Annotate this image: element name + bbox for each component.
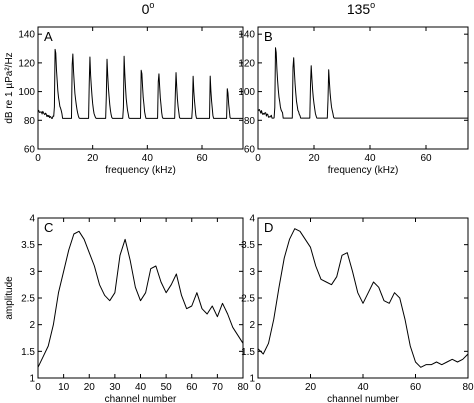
plot-frame [37, 217, 244, 379]
y-tick-label: 140 [18, 30, 35, 41]
y-tick-label: 2.5 [21, 294, 35, 305]
plot-frame [257, 26, 469, 150]
y-tick-label: 120 [18, 58, 35, 69]
x-tick-label: 50 [161, 382, 173, 393]
x-tick-label: 70 [212, 382, 224, 393]
x-axis-label: channel number [105, 394, 177, 403]
x-axis-label: frequency (kHz) [105, 165, 176, 176]
x-tick-label: 40 [142, 153, 154, 164]
y-tick-label: 140 [238, 30, 255, 41]
series-line [257, 47, 468, 119]
x-tick-label: 40 [135, 382, 147, 393]
x-tick-label: 0 [35, 382, 41, 393]
x-tick-label: 40 [364, 153, 376, 164]
y-tick-label: 3.5 [241, 240, 255, 251]
y-tick-label: 1 [249, 374, 255, 385]
x-tick-label: 60 [196, 153, 208, 164]
y-tick-label: 100 [238, 87, 255, 98]
y-tick-label: 3 [249, 267, 255, 278]
x-tick-label: 20 [308, 153, 320, 164]
x-tick-label: 20 [84, 382, 96, 393]
x-tick-label: 0 [255, 153, 261, 164]
y-tick-label: 3.5 [21, 240, 35, 251]
y-tick-label: 1.5 [21, 347, 35, 358]
x-tick-label: 20 [87, 153, 99, 164]
y-tick-label: 60 [244, 145, 256, 156]
plot-frame [257, 217, 469, 379]
x-axis-label: frequency (kHz) [328, 165, 399, 176]
y-tick-label: 100 [18, 87, 35, 98]
y-tick-label: 2 [249, 320, 255, 331]
y-axis-label: dB re 1 µPa²/Hz [4, 52, 15, 123]
plot-frame [37, 26, 244, 150]
column-title-left: 0o [142, 0, 155, 17]
y-tick-label: 4 [29, 214, 35, 225]
y-tick-label: 4 [249, 214, 255, 225]
y-tick-label: 1 [29, 374, 35, 385]
y-tick-label: 80 [244, 116, 256, 127]
x-tick-label: 60 [420, 153, 432, 164]
panel-label: B [264, 29, 273, 44]
y-tick-label: 2.5 [241, 294, 255, 305]
y-tick-label: 2 [29, 320, 35, 331]
x-tick-label: 0 [255, 382, 261, 393]
series-line [257, 228, 469, 368]
series-line [37, 230, 244, 368]
x-axis-label: channel number [327, 394, 399, 403]
x-tick-label: 0 [35, 153, 41, 164]
series-line [37, 48, 243, 119]
x-tick-label: 60 [186, 382, 198, 393]
panel-label: A [44, 29, 53, 44]
y-tick-label: 60 [24, 145, 36, 156]
y-tick-label: 3 [29, 267, 35, 278]
column-title-right: 135o [347, 0, 375, 17]
x-tick-label: 80 [462, 382, 474, 393]
x-tick-label: 80 [237, 382, 249, 393]
x-tick-label: 40 [357, 382, 369, 393]
x-tick-label: 20 [305, 382, 317, 393]
y-tick-label: 1.5 [241, 347, 255, 358]
x-tick-label: 10 [58, 382, 70, 393]
x-tick-label: 60 [410, 382, 422, 393]
y-tick-label: 80 [24, 116, 36, 127]
x-tick-label: 30 [109, 382, 121, 393]
y-tick-label: 120 [238, 58, 255, 69]
panel-label: D [264, 220, 273, 235]
panel-label: C [44, 220, 53, 235]
y-axis-label: amplitude [4, 276, 15, 320]
